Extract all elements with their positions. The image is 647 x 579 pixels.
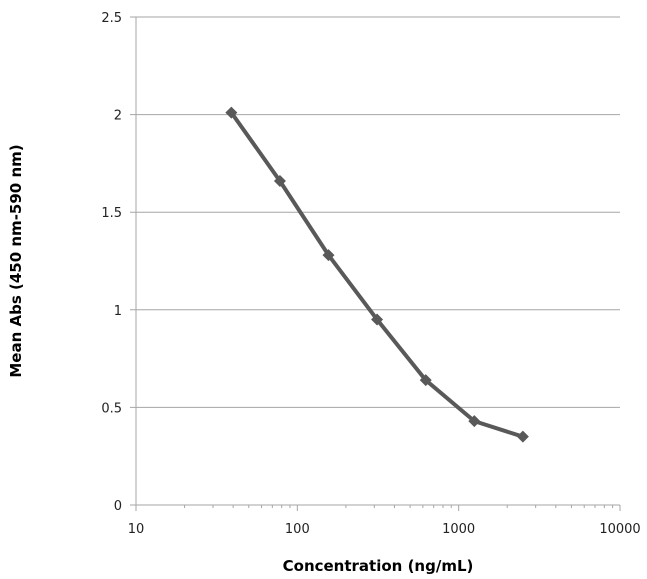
x-tick-label: 10000 <box>599 522 640 537</box>
series-line <box>229 110 525 439</box>
x-axis-title: Concentration (ng/mL) <box>283 557 474 575</box>
y-tick-label: 0 <box>114 499 122 514</box>
x-tick-label: 1000 <box>442 522 475 537</box>
y-tick-label: 1.5 <box>101 206 122 221</box>
x-tick-labels: 10 100 1000 10000 <box>128 522 641 537</box>
y-tick-labels: 0 0.5 1 1.5 2 2.5 <box>101 11 122 514</box>
data-point <box>371 313 384 326</box>
data-point <box>516 430 529 443</box>
data-point <box>468 415 481 428</box>
data-point <box>322 249 335 262</box>
data-point <box>273 174 286 187</box>
y-tick-label: 0.5 <box>101 401 122 416</box>
gridlines <box>130 16 620 506</box>
axes <box>135 17 621 511</box>
y-axis-title: Mean Abs (450 nm-590 nm) <box>7 144 25 377</box>
y-tick-label: 2.5 <box>101 11 122 26</box>
series <box>225 106 529 443</box>
y-tick-label: 1 <box>114 304 122 319</box>
y-tick-label: 2 <box>114 109 122 124</box>
x-tick-label: 100 <box>285 522 310 537</box>
data-point <box>225 106 238 119</box>
data-point <box>419 374 432 387</box>
x-tick-label: 10 <box>128 522 145 537</box>
